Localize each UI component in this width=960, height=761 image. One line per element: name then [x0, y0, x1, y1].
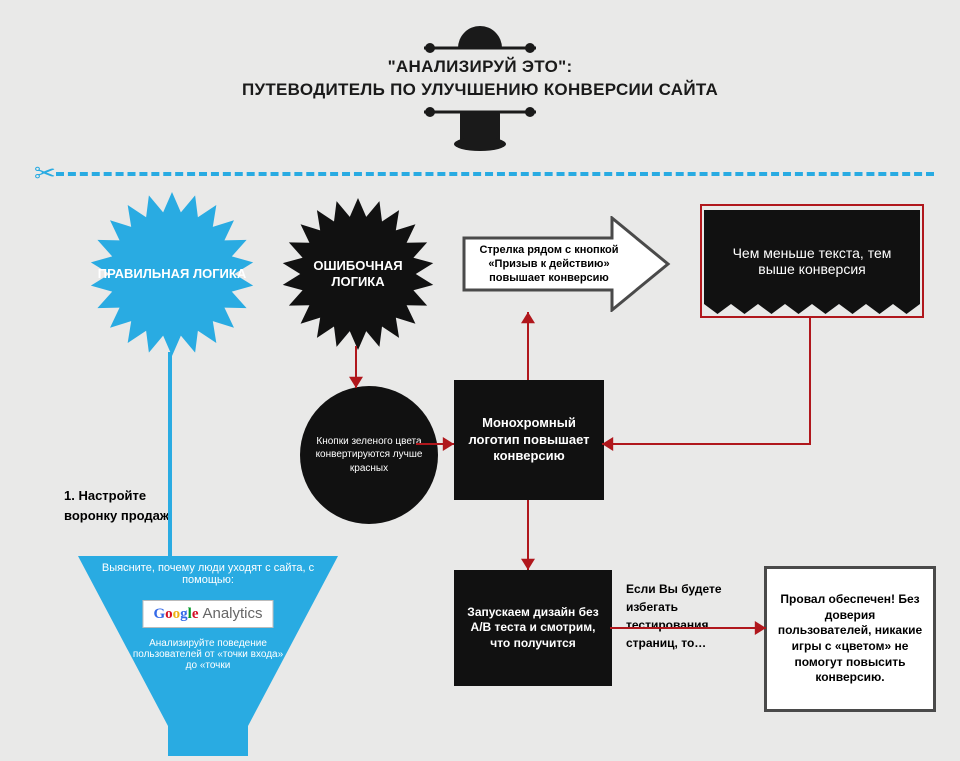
burst-wrong-logic: ОШИБОЧНАЯ ЛОГИКА [282, 198, 434, 350]
google-analytics-badge: GoogleAnalytics [142, 600, 273, 628]
burst-wrong-label: ОШИБОЧНАЯ ЛОГИКА [282, 258, 434, 291]
burst-correct-label: ПРАВИЛЬНАЯ ЛОГИКА [92, 266, 252, 282]
node-arrow-cta-label: Стрелка рядом с кнопкой «Призыв к действ… [472, 226, 626, 302]
ornament-bottom-icon [420, 104, 540, 156]
node-monochrome-logo: Монохромный логотип повышает конверсию [454, 380, 604, 500]
funnel-bottom-label: Анализируйте поведение пользователей от … [126, 638, 290, 671]
ornament-top-icon [420, 10, 540, 54]
step-1-caption-label: 1. Настройте воронку продаж [64, 488, 169, 523]
scissors-icon: ✂ [34, 158, 56, 189]
step-1-caption: 1. Настройте воронку продаж [64, 486, 174, 526]
stage: "АНАЛИЗИРУЙ ЭТО": ПУТЕВОДИТЕЛЬ ПО УЛУЧШЕ… [0, 0, 960, 716]
node-less-text: Чем меньше текста, тем выше конверсия [700, 204, 924, 318]
node-green-buttons-label: Кнопки зеленого цвета конвертируются луч… [310, 435, 428, 476]
node-monochrome-logo-label: Монохромный логотип повышает конверсию [464, 415, 594, 466]
node-launch-no-ab: Запускаем дизайн без A/B теста и смотрим… [454, 570, 612, 686]
node-avoid-testing-label: Если Вы будете избегать тестирования стр… [626, 582, 722, 650]
node-launch-no-ab-label: Запускаем дизайн без A/B теста и смотрим… [464, 605, 602, 652]
title-line-1: "АНАЛИЗИРУЙ ЭТО": [0, 56, 960, 79]
burst-correct-logic: ПРАВИЛЬНАЯ ЛОГИКА [90, 192, 254, 356]
node-failure: Провал обеспечен! Без доверия пользовате… [764, 566, 936, 712]
node-less-text-label: Чем меньше текста, тем выше конверсия [700, 204, 924, 318]
page-title: "АНАЛИЗИРУЙ ЭТО": ПУТЕВОДИТЕЛЬ ПО УЛУЧШЕ… [0, 56, 960, 102]
ga-word-analytics: Analytics [202, 605, 262, 622]
node-green-buttons: Кнопки зеленого цвета конвертируются луч… [300, 386, 438, 524]
funnel: Выясните, почему люди уходят с сайта, с … [78, 556, 338, 756]
funnel-top-label: Выясните, почему люди уходят с сайта, с … [78, 562, 338, 586]
node-arrow-cta: Стрелка рядом с кнопкой «Призыв к действ… [462, 216, 672, 312]
node-avoid-testing: Если Вы будете избегать тестирования стр… [626, 580, 754, 652]
cut-line [56, 172, 934, 176]
title-line-2: ПУТЕВОДИТЕЛЬ ПО УЛУЧШЕНИЮ КОНВЕРСИИ САЙТ… [0, 79, 960, 102]
node-failure-label: Провал обеспечен! Без доверия пользовате… [777, 592, 923, 686]
